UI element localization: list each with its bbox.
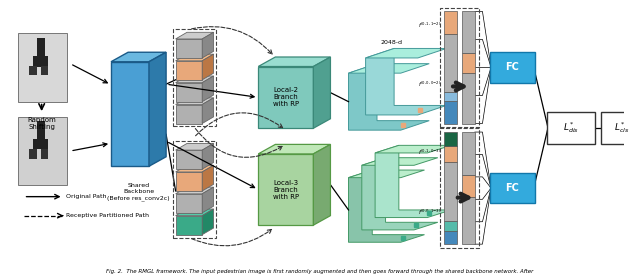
Bar <box>41 149 48 159</box>
Bar <box>37 38 45 57</box>
Text: $f^{(0,0,1\!-\!3)}$: $f^{(0,0,1\!-\!3)}$ <box>419 208 442 218</box>
Bar <box>18 117 67 185</box>
Polygon shape <box>365 48 446 115</box>
Bar <box>444 231 457 244</box>
Bar <box>461 132 475 175</box>
Polygon shape <box>349 64 429 130</box>
Polygon shape <box>175 144 214 150</box>
Text: Fig. 2.  The RMGL framework. The input pedestrian image is first randomly augmen: Fig. 2. The RMGL framework. The input pe… <box>106 269 534 274</box>
Polygon shape <box>175 54 214 61</box>
Polygon shape <box>175 104 202 123</box>
Bar <box>18 33 67 102</box>
Bar <box>444 11 457 34</box>
Polygon shape <box>202 209 214 235</box>
Text: $f^{(0,1,1\!-\!2)}$: $f^{(0,1,1\!-\!2)}$ <box>419 20 442 29</box>
Bar <box>29 65 37 75</box>
Polygon shape <box>175 32 214 39</box>
Polygon shape <box>175 209 214 216</box>
Text: Local-3
Branch
with RP: Local-3 Branch with RP <box>273 180 299 200</box>
Polygon shape <box>362 158 438 165</box>
Bar <box>444 132 457 145</box>
Text: $f^{(0,0,0\!-\!2)}$: $f^{(0,0,0\!-\!2)}$ <box>419 80 442 89</box>
Polygon shape <box>314 57 330 128</box>
Polygon shape <box>202 98 214 123</box>
Bar <box>461 53 475 73</box>
Bar <box>173 141 216 238</box>
Text: $L^*_{cls}$: $L^*_{cls}$ <box>614 120 630 135</box>
Text: 2048-d: 2048-d <box>381 40 403 45</box>
Bar <box>444 162 457 221</box>
FancyBboxPatch shape <box>547 112 595 144</box>
Polygon shape <box>175 61 202 80</box>
Polygon shape <box>175 194 202 213</box>
Polygon shape <box>202 32 214 58</box>
Polygon shape <box>175 83 202 102</box>
Text: Receptive Partitioned Path: Receptive Partitioned Path <box>67 213 149 218</box>
Polygon shape <box>175 98 214 104</box>
Bar <box>173 29 216 126</box>
Polygon shape <box>202 187 214 213</box>
Text: $f^{(0,1,0\!-\!3)}$: $f^{(0,1,0\!-\!3)}$ <box>419 148 442 157</box>
Polygon shape <box>175 172 202 191</box>
Bar <box>444 34 457 92</box>
Polygon shape <box>259 67 314 128</box>
Polygon shape <box>202 76 214 102</box>
Polygon shape <box>349 170 424 242</box>
Polygon shape <box>175 150 202 169</box>
Bar <box>461 73 475 123</box>
Text: Local-2
Branch
with RP: Local-2 Branch with RP <box>273 87 299 107</box>
Bar <box>29 149 37 159</box>
Polygon shape <box>202 144 214 169</box>
Bar <box>444 92 457 101</box>
FancyBboxPatch shape <box>490 173 534 203</box>
Bar <box>461 11 475 53</box>
Polygon shape <box>314 144 330 225</box>
Polygon shape <box>202 165 214 191</box>
Polygon shape <box>349 64 429 73</box>
Polygon shape <box>175 187 214 194</box>
Bar <box>33 56 48 67</box>
Polygon shape <box>202 54 214 80</box>
Bar <box>41 65 48 75</box>
Polygon shape <box>175 165 214 172</box>
Polygon shape <box>375 145 451 218</box>
Bar <box>444 145 457 162</box>
Polygon shape <box>111 52 166 62</box>
Bar <box>444 221 457 231</box>
Polygon shape <box>362 158 438 230</box>
Bar <box>37 121 45 140</box>
Text: $L^*_{dis}$: $L^*_{dis}$ <box>563 120 579 135</box>
Polygon shape <box>259 154 314 225</box>
Polygon shape <box>111 62 149 166</box>
Text: FC: FC <box>506 183 519 193</box>
Bar <box>444 101 457 123</box>
Bar <box>461 197 475 244</box>
Bar <box>461 175 475 197</box>
Bar <box>440 8 479 127</box>
Text: FC: FC <box>506 62 519 72</box>
Polygon shape <box>149 52 166 166</box>
Bar <box>33 139 48 149</box>
Polygon shape <box>175 39 202 58</box>
FancyBboxPatch shape <box>601 112 640 144</box>
Bar <box>440 128 479 248</box>
Text: Original Path: Original Path <box>67 194 107 199</box>
Polygon shape <box>175 216 202 235</box>
Polygon shape <box>175 76 214 83</box>
FancyBboxPatch shape <box>490 52 534 83</box>
Polygon shape <box>365 48 446 58</box>
Text: Random
Shifting: Random Shifting <box>28 117 56 130</box>
Polygon shape <box>259 57 330 67</box>
Polygon shape <box>349 170 424 178</box>
Polygon shape <box>259 144 330 154</box>
Text: Shared
Backbone
(Before res_conv2c): Shared Backbone (Before res_conv2c) <box>108 183 170 201</box>
Polygon shape <box>375 145 451 153</box>
